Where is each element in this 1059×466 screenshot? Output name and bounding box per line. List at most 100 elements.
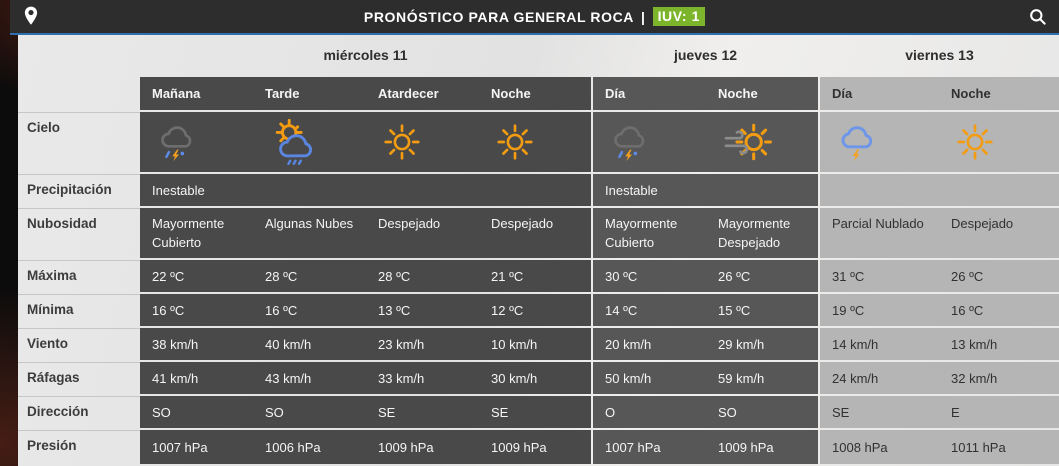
minima-cell: 12 ºC (479, 294, 591, 326)
rafagas-cell: 59 km/h (706, 362, 818, 394)
direccion-cell: SO (140, 396, 253, 428)
sky-cell (479, 112, 591, 172)
column-header: Tarde (253, 77, 366, 110)
maxima-cell: 22 ºC (140, 260, 253, 292)
direccion-cell: SO (253, 396, 366, 428)
rafagas-cell: 30 km/h (479, 362, 591, 394)
storm-icon (609, 119, 655, 165)
sun-icon (495, 122, 535, 162)
sky-cell (366, 112, 479, 172)
viento-cell: 29 km/h (706, 328, 818, 360)
day-header: viernes 13 (905, 47, 974, 63)
nubosidad-cell: Algunas Nubes (253, 208, 366, 258)
column-header: Día (593, 77, 706, 110)
minima-cell: 16 ºC (253, 294, 366, 326)
forecast-table: Cielo Precipitación Nubosidad Máxima Mínima V… (18, 35, 1059, 464)
row-label-precipitacion: Precipitación (18, 174, 140, 206)
storm-icon (156, 119, 202, 165)
nubosidad-cell: Mayormente Despejado (706, 208, 818, 258)
column-header: Atardecer (366, 77, 479, 110)
sun-cloud-rain-icon (269, 117, 319, 167)
sky-cell (140, 112, 253, 172)
row-label-direccion: Dirección (18, 396, 140, 428)
sun-icon (955, 122, 995, 162)
rafagas-cell: 33 km/h (366, 362, 479, 394)
accent-divider (10, 33, 1059, 35)
viento-cell: 13 km/h (939, 328, 1059, 360)
column-header: Día (820, 77, 939, 110)
sun-icon (382, 122, 422, 162)
rafagas-cell: 32 km/h (939, 362, 1059, 394)
rafagas-cell: 41 km/h (140, 362, 253, 394)
precipitacion-cell: Inestable (140, 174, 591, 206)
column-header: Noche (479, 77, 591, 110)
page-title: PRONÓSTICO PARA GENERAL ROCA | IUV: 1 (10, 0, 1059, 33)
cloud-lightning-icon (836, 119, 882, 165)
day-header: miércoles 11 (323, 47, 408, 63)
row-label-nubosidad: Nubosidad (18, 208, 140, 258)
presion-cell: 1009 hPa (706, 430, 818, 464)
viento-cell: 23 km/h (366, 328, 479, 360)
minima-cell: 15 ºC (706, 294, 818, 326)
direccion-cell: E (939, 396, 1059, 428)
day-header: jueves 12 (673, 47, 738, 63)
row-label-minima: Mínima (18, 294, 140, 326)
sky-cell (820, 112, 939, 172)
row-label-rafagas: Ráfagas (18, 362, 140, 394)
column-header: Noche (706, 77, 818, 110)
rafagas-cell: 43 km/h (253, 362, 366, 394)
precipitacion-cell: Inestable (593, 174, 818, 206)
maxima-cell: 26 ºC (706, 260, 818, 292)
direccion-cell: SE (820, 396, 939, 428)
title-separator: | (641, 8, 646, 25)
row-label-cielo: Cielo (18, 112, 140, 172)
row-label-maxima: Máxima (18, 260, 140, 292)
minima-cell: 16 ºC (939, 294, 1059, 326)
nubosidad-cell: Mayormente Cubierto (593, 208, 706, 258)
presion-cell: 1008 hPa (820, 430, 939, 464)
minima-cell: 16 ºC (140, 294, 253, 326)
uv-index-badge: IUV: 1 (652, 7, 706, 26)
presion-cell: 1009 hPa (366, 430, 479, 464)
nubosidad-cell: Despejado (479, 208, 591, 258)
rafagas-cell: 24 km/h (820, 362, 939, 394)
maxima-cell: 21 ºC (479, 260, 591, 292)
maxima-cell: 26 ºC (939, 260, 1059, 292)
sky-cell (939, 112, 1059, 172)
presion-cell: 1007 hPa (593, 430, 706, 464)
sky-cell (253, 112, 366, 172)
minima-cell: 14 ºC (593, 294, 706, 326)
nubosidad-cell: Despejado (939, 208, 1059, 258)
nubosidad-cell: Parcial Nublado (820, 208, 939, 258)
nubosidad-cell: Despejado (366, 208, 479, 258)
nubosidad-cell: Mayormente Cubierto (140, 208, 253, 258)
top-bar: PRONÓSTICO PARA GENERAL ROCA | IUV: 1 (10, 0, 1059, 33)
search-icon[interactable] (1028, 7, 1047, 26)
location-pin-icon[interactable] (24, 6, 38, 26)
viento-cell: 40 km/h (253, 328, 366, 360)
direccion-cell: SE (479, 396, 591, 428)
precipitacion-cell (820, 174, 1059, 206)
maxima-cell: 28 ºC (253, 260, 366, 292)
maxima-cell: 30 ºC (593, 260, 706, 292)
sun-wind-icon (722, 120, 772, 164)
direccion-cell: SE (366, 396, 479, 428)
direccion-cell: O (593, 396, 706, 428)
sky-cell (593, 112, 706, 172)
viento-cell: 38 km/h (140, 328, 253, 360)
maxima-cell: 28 ºC (366, 260, 479, 292)
viento-cell: 10 km/h (479, 328, 591, 360)
column-header: Noche (939, 77, 1059, 110)
maxima-cell: 31 ºC (820, 260, 939, 292)
direccion-cell: SO (706, 396, 818, 428)
forecast-title: PRONÓSTICO PARA GENERAL ROCA (363, 8, 635, 25)
sky-cell (706, 112, 818, 172)
presion-cell: 1011 hPa (939, 430, 1059, 464)
column-header: Mañana (140, 77, 253, 110)
viento-cell: 14 km/h (820, 328, 939, 360)
minima-cell: 19 ºC (820, 294, 939, 326)
row-label-presion: Presión (18, 430, 140, 464)
presion-cell: 1006 hPa (253, 430, 366, 464)
minima-cell: 13 ºC (366, 294, 479, 326)
viento-cell: 20 km/h (593, 328, 706, 360)
